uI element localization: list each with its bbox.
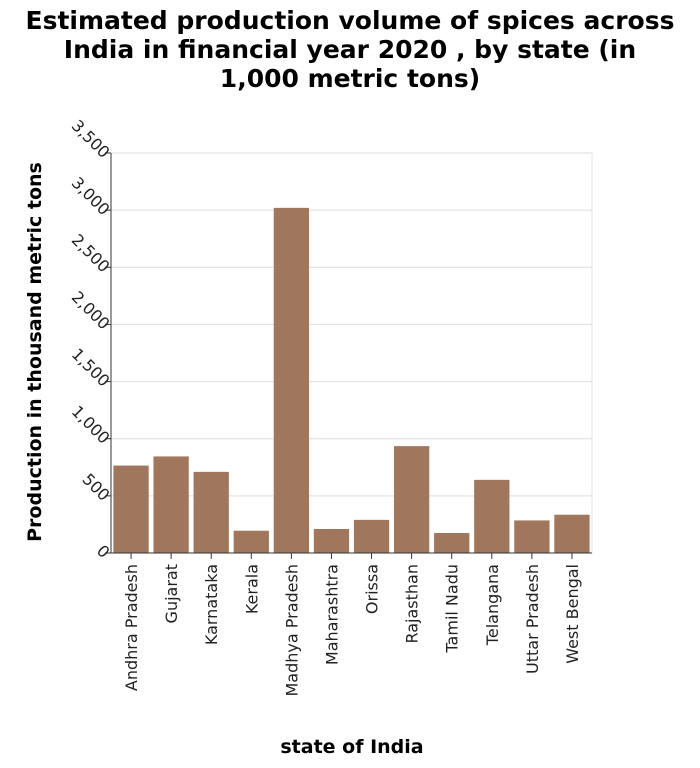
- y-axis-label: Production in thousand metric tons: [24, 162, 46, 542]
- x-tick-label: Orissa: [363, 564, 382, 614]
- x-tick-label: Karnataka: [202, 564, 221, 645]
- chart-title-line-1: Estimated production volume of spices ac…: [25, 6, 675, 35]
- chart-title-line-3: 1,000 metric tons): [219, 64, 481, 93]
- bar: [233, 530, 269, 553]
- x-tick-label: Kerala: [242, 564, 261, 614]
- bar: [393, 446, 430, 553]
- x-tick-label: Tamil Nadu: [443, 564, 462, 654]
- x-tick-label: Rajasthan: [403, 564, 422, 644]
- x-tick-label: Uttar Pradesh: [523, 564, 542, 674]
- bar: [353, 519, 390, 553]
- bar: [193, 471, 229, 553]
- y-tick-label: 500: [79, 470, 114, 505]
- bar: [113, 465, 149, 553]
- y-tick-label: 1,000: [68, 402, 114, 448]
- x-tick-label: Madhya Pradesh: [282, 564, 301, 697]
- bar: [554, 514, 590, 553]
- y-tick-label: 3,500: [68, 116, 114, 162]
- bars: [113, 207, 590, 553]
- x-tick-label: Maharashtra: [322, 564, 341, 665]
- axes: [105, 152, 592, 559]
- x-tick-label: Telangana: [483, 564, 502, 646]
- y-tick-label: 2,500: [68, 230, 114, 276]
- bar: [474, 479, 510, 553]
- x-tick-label: Gujarat: [162, 564, 181, 623]
- chart-title-line-2: India in financial year 2020 , by state …: [63, 35, 637, 64]
- bar: [514, 520, 550, 553]
- bar: [273, 207, 310, 553]
- y-tick-label: 3,000: [68, 173, 114, 219]
- x-axis-label: state of India: [280, 736, 423, 758]
- y-tick-label: 2,000: [68, 287, 114, 333]
- bar: [313, 529, 350, 553]
- x-tick-label: Andhra Pradesh: [122, 564, 141, 691]
- chart-title: Estimated production volume of spices ac…: [0, 6, 700, 93]
- bar: [153, 456, 189, 553]
- x-tick-labels: Andhra Pradesh Gujarat Karnataka Kerala Madh…: [122, 564, 582, 697]
- bar: [434, 533, 470, 553]
- x-tick-label: West Bengal: [563, 564, 582, 664]
- y-tick-label: 1,500: [68, 345, 114, 391]
